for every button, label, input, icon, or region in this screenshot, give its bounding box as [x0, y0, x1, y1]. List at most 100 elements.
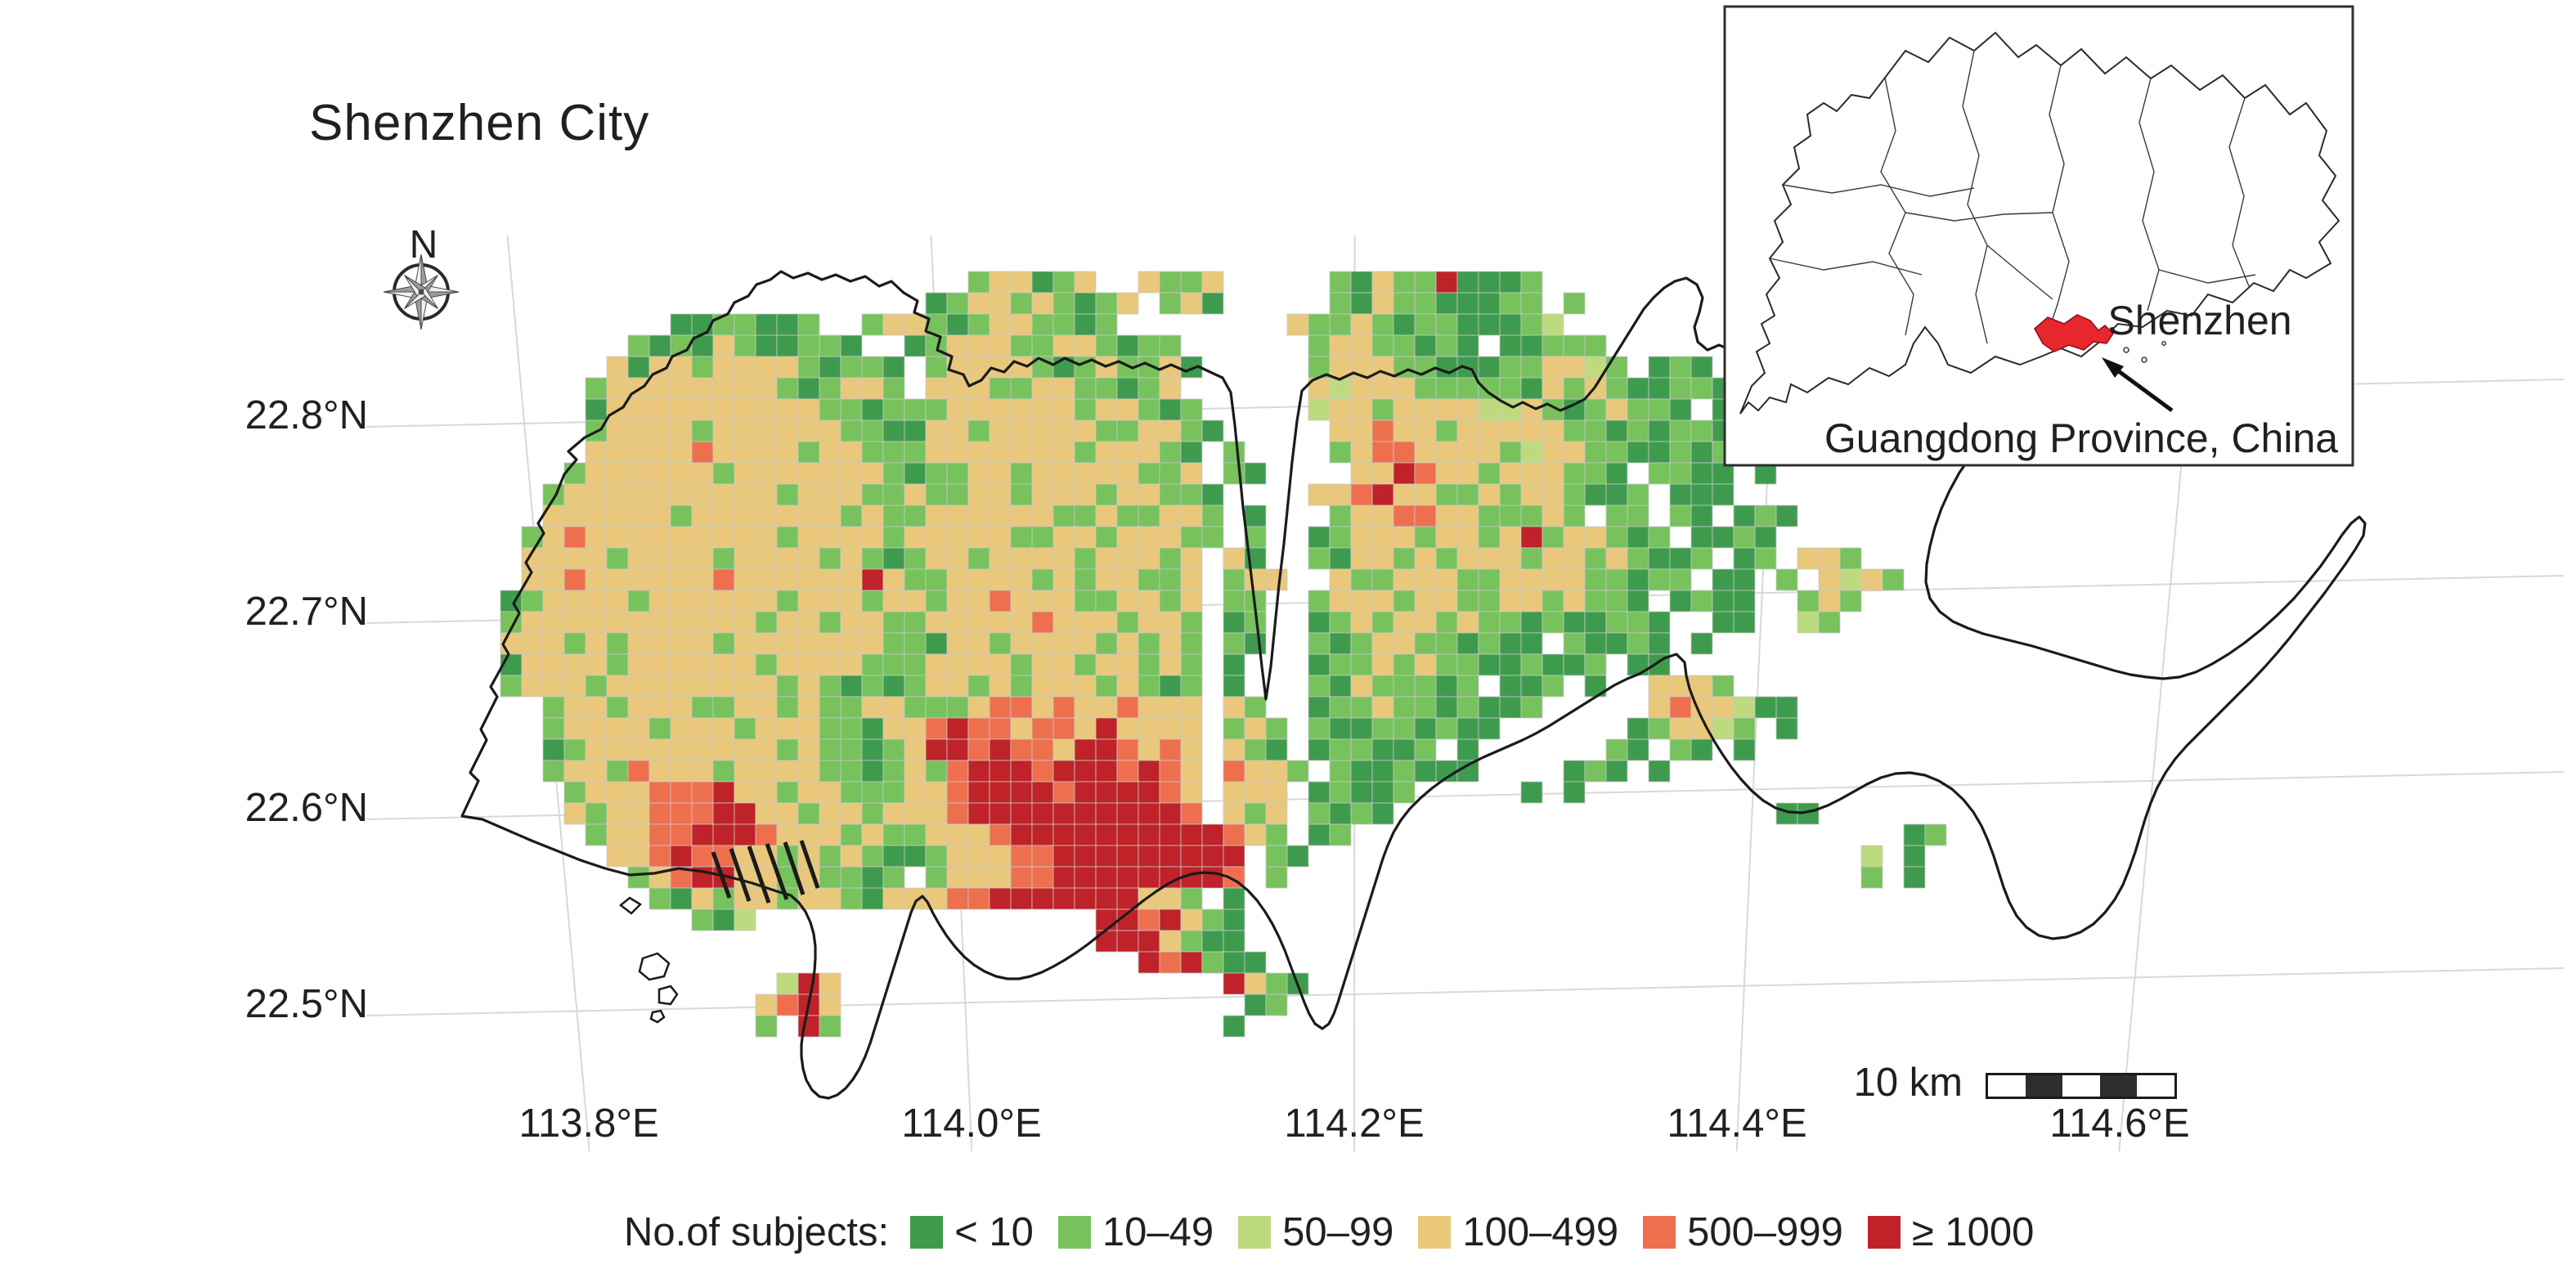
- grid-cell: [1223, 568, 1245, 591]
- grid-cell: [1074, 419, 1097, 442]
- grid-cell: [1520, 653, 1543, 676]
- grid-cell: [755, 505, 778, 527]
- grid-cell: [1350, 441, 1373, 464]
- grid-cell: [1456, 462, 1479, 485]
- grid-cell: [1393, 738, 1416, 761]
- grid-cell: [734, 908, 756, 931]
- grid-cell: [1180, 398, 1203, 421]
- grid-cell: [1414, 419, 1437, 442]
- grid-cell: [1563, 632, 1586, 655]
- grid-cell: [1138, 696, 1160, 719]
- grid-cell: [1478, 590, 1501, 612]
- grid-cell: [1265, 802, 1288, 825]
- grid-cell: [989, 334, 1012, 357]
- grid-cell: [925, 653, 948, 676]
- grid-cell: [1052, 441, 1075, 464]
- grid-cell: [1371, 483, 1394, 506]
- grid-cell: [1010, 760, 1033, 783]
- grid-cell: [819, 505, 841, 527]
- grid-cell: [563, 483, 586, 506]
- grid-cell: [606, 717, 629, 740]
- grid-cell: [1095, 887, 1118, 910]
- lat-tick-label: 22.8°N: [245, 393, 368, 437]
- grid-cell: [861, 398, 884, 421]
- grid-cell: [1797, 611, 1820, 634]
- grid-cell: [1138, 845, 1160, 868]
- grid-cell: [1074, 377, 1097, 400]
- grid-cell: [819, 398, 841, 421]
- grid-cell: [691, 419, 714, 442]
- grid-cell: [1010, 802, 1033, 825]
- grid-cell: [819, 483, 841, 506]
- grid-cell: [1031, 590, 1054, 612]
- grid-cell: [797, 802, 820, 825]
- grid-cell: [904, 398, 927, 421]
- grid-cell: [861, 377, 884, 400]
- grid-cell: [712, 908, 735, 931]
- grid-cell: [1052, 547, 1075, 570]
- grid-cell: [1074, 505, 1097, 527]
- grid-cell: [967, 483, 990, 506]
- legend-items: < 10 10–49 50–99 100–499 500–999 ≥ 1000: [889, 1209, 2034, 1256]
- grid-cell: [1223, 441, 1245, 464]
- grid-cell: [776, 313, 799, 336]
- grid-cell: [904, 632, 927, 655]
- grid-cell: [1520, 675, 1543, 698]
- grid-cell: [1329, 398, 1352, 421]
- grid-cell: [967, 696, 990, 719]
- grid-cell: [1116, 483, 1139, 506]
- grid-cell: [691, 845, 714, 868]
- grid-cell: [946, 334, 969, 357]
- piers-lines: [711, 840, 820, 904]
- grid-cell: [1478, 547, 1501, 570]
- grid-cell: [1159, 398, 1182, 421]
- grid-cell: [946, 526, 969, 549]
- grid-cell: [1478, 419, 1501, 442]
- grid-cell: [1350, 398, 1373, 421]
- legend-item-label: < 10: [954, 1210, 1034, 1254]
- grid-cell: [585, 717, 608, 740]
- grid-cell: [1520, 334, 1543, 357]
- grid-cell: [1308, 611, 1331, 634]
- grid-cell: [1371, 611, 1394, 634]
- grid-cell: [840, 505, 863, 527]
- grid-cell: [691, 526, 714, 549]
- grid-cell: [819, 334, 841, 357]
- grid-cell: [1393, 419, 1416, 442]
- grid-cell: [627, 760, 650, 783]
- grid-cell: [1095, 547, 1118, 570]
- grid-cell: [840, 441, 863, 464]
- grid-cell: [946, 887, 969, 910]
- grid-cell: [840, 462, 863, 485]
- grid-cell: [1010, 377, 1033, 400]
- grid-cell: [1499, 675, 1522, 698]
- grid-cell: [691, 738, 714, 761]
- grid-cell: [1159, 887, 1182, 910]
- grid-cell: [1350, 271, 1373, 294]
- grid-cell: [925, 611, 948, 634]
- grid-cell: [1329, 483, 1352, 506]
- grid-cell: [1010, 866, 1033, 889]
- grid-cell: [1605, 568, 1628, 591]
- grid-cell: [1138, 568, 1160, 591]
- grid-cell: [882, 356, 905, 379]
- grid-cell: [925, 398, 948, 421]
- grid-cell: [1180, 675, 1203, 698]
- grid-cell: [585, 462, 608, 485]
- grid-cell: [500, 653, 523, 676]
- grid-cell: [1371, 760, 1394, 783]
- grid-cell: [734, 568, 756, 591]
- grid-cell: [1648, 547, 1671, 570]
- grid-cell: [1286, 313, 1309, 336]
- scalebar-segment: [2099, 1075, 2138, 1097]
- grid-cell: [670, 590, 693, 612]
- grid-cell: [712, 717, 735, 740]
- legend-title: No.of subjects:: [624, 1210, 890, 1254]
- grid-cell: [1605, 547, 1628, 570]
- grid-cell: [925, 781, 948, 804]
- grid-cell: [1010, 696, 1033, 719]
- grid-cell: [882, 845, 905, 868]
- grid-cell: [946, 866, 969, 889]
- grid-cell: [1052, 760, 1075, 783]
- grid-cell: [1563, 398, 1586, 421]
